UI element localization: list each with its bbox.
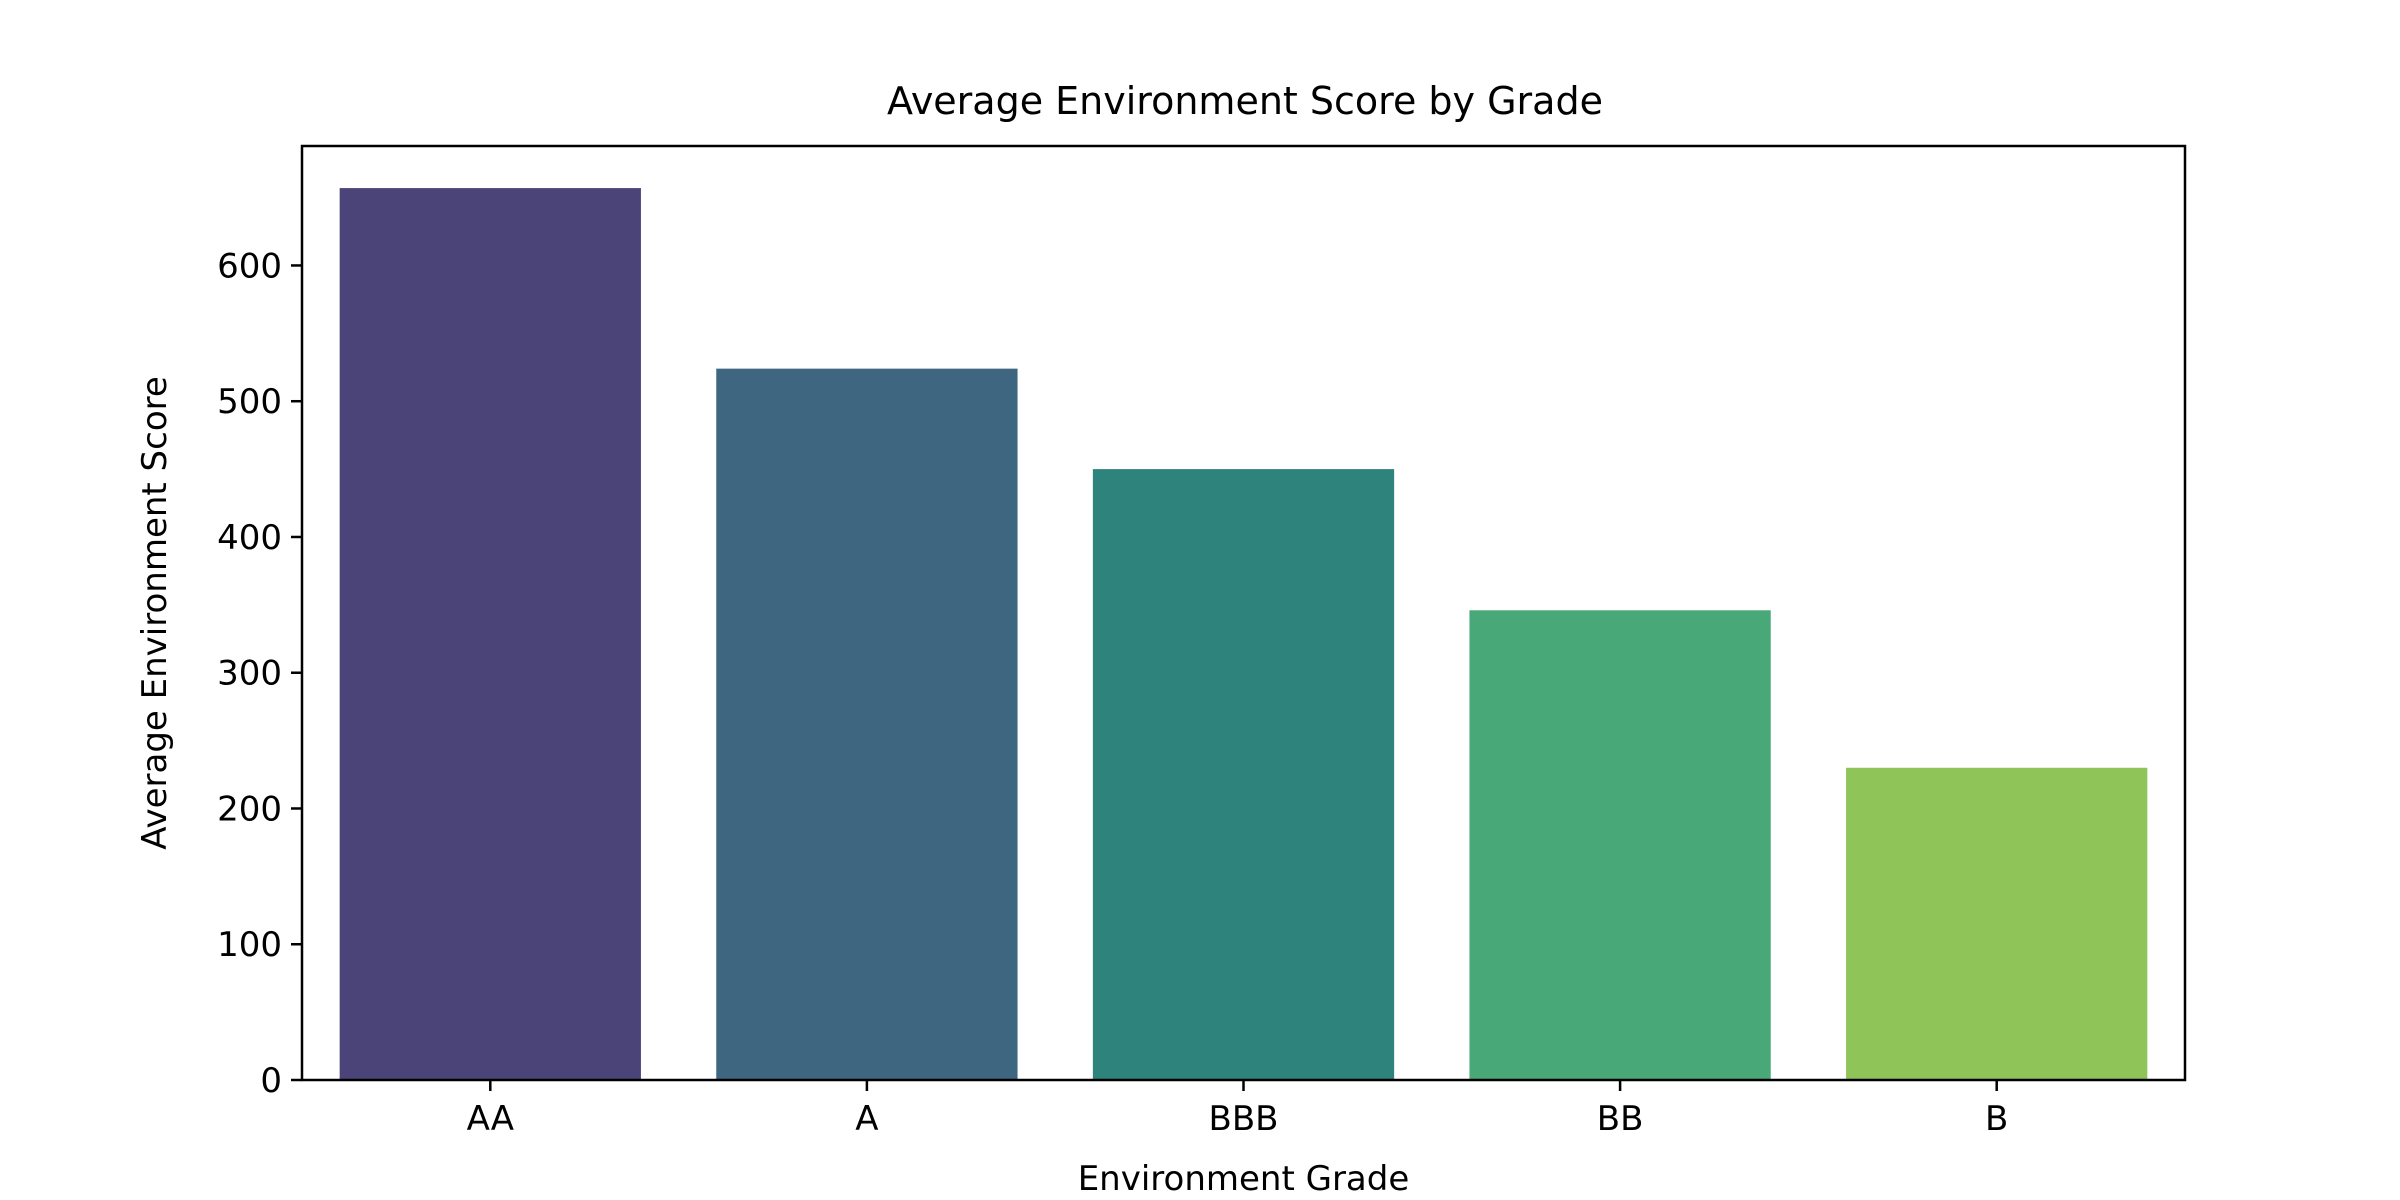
y-axis-label: Average Environment Score [135, 376, 175, 850]
bar-bb [1469, 610, 1771, 1080]
y-tick-label: 0 [260, 1061, 282, 1101]
y-tick-label: 400 [217, 518, 282, 558]
y-tick-label: 200 [217, 789, 282, 829]
bar-aa [339, 188, 641, 1081]
bars-group [339, 188, 2148, 1081]
bar-b [1846, 767, 2148, 1080]
bar-bbb [1092, 469, 1395, 1080]
y-tick-label: 500 [217, 382, 282, 422]
x-tick-label: B [1985, 1099, 2008, 1139]
y-tick-label: 600 [217, 246, 282, 286]
x-tick-label: AA [467, 1099, 514, 1139]
y-tick-label: 300 [217, 654, 282, 694]
x-tick-label: A [855, 1099, 878, 1139]
x-axis-label: Environment Grade [1078, 1159, 1410, 1199]
x-tick-label: BBB [1209, 1099, 1279, 1139]
y-axis-ticks: 0 100 200 300 400 500 600 [217, 246, 302, 1101]
y-tick-label: 100 [217, 925, 282, 965]
bar-a [716, 368, 1018, 1080]
x-tick-label: BB [1597, 1099, 1644, 1139]
x-axis-ticks: AA A BBB BB B [467, 1080, 2008, 1139]
plot-frame [300, 144, 2187, 1082]
chart-title: Average Environment Score by Grade [887, 79, 1603, 123]
